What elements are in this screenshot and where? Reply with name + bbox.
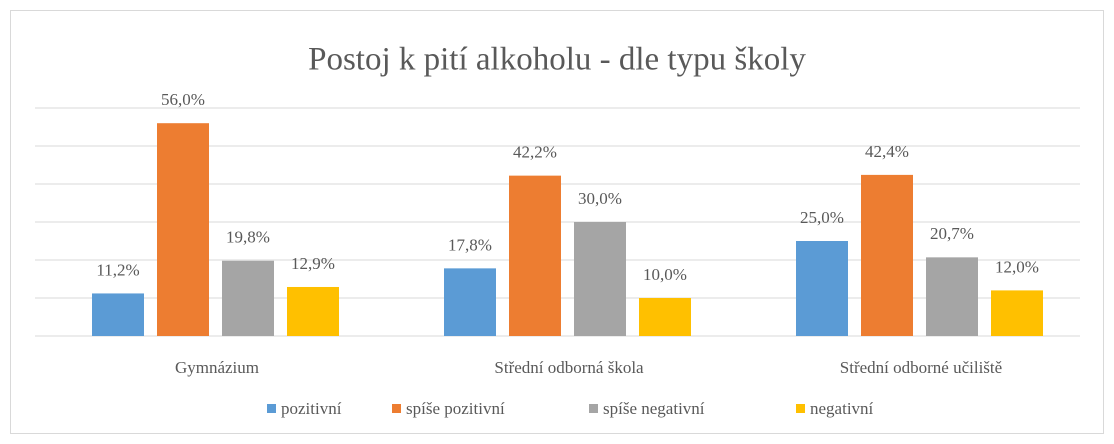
data-label: 11,2%	[96, 260, 139, 279]
chart-title: Postoj k pití alkoholu - dle typu školy	[308, 42, 806, 78]
bar	[991, 290, 1043, 336]
data-label: 19,8%	[226, 228, 270, 247]
data-label: 12,0%	[995, 257, 1039, 276]
bar	[157, 123, 209, 336]
data-label: 30,0%	[578, 189, 622, 208]
legend-label: spíše negativní	[603, 399, 705, 418]
bar	[444, 268, 496, 336]
x-tick-label: Střední odborné učiliště	[840, 358, 1002, 377]
data-label: 42,4%	[865, 142, 909, 161]
data-label: 42,2%	[513, 143, 557, 162]
data-label: 20,7%	[930, 224, 974, 243]
data-label: 10,0%	[643, 265, 687, 284]
data-label: 56,0%	[161, 90, 205, 109]
legend-swatch	[392, 404, 401, 413]
data-label: 17,8%	[448, 235, 492, 254]
legend-swatch	[267, 404, 276, 413]
bar	[222, 260, 274, 336]
data-label: 25,0%	[800, 208, 844, 227]
legend-swatch	[589, 404, 598, 413]
x-tick-label: Střední odborná škola	[494, 358, 644, 377]
legend-label: negativní	[810, 399, 874, 418]
bar	[639, 298, 691, 336]
bar	[92, 293, 144, 336]
bar	[796, 241, 848, 336]
legend-label: spíše pozitivní	[406, 399, 505, 418]
x-tick-label: Gymnázium	[175, 358, 259, 377]
bar	[287, 286, 339, 336]
legend-label: pozitivní	[281, 399, 342, 418]
bar	[574, 222, 626, 336]
bar	[926, 257, 978, 336]
bar	[509, 175, 561, 336]
data-label: 12,9%	[291, 254, 335, 273]
legend-swatch	[796, 404, 805, 413]
bar	[861, 174, 913, 336]
